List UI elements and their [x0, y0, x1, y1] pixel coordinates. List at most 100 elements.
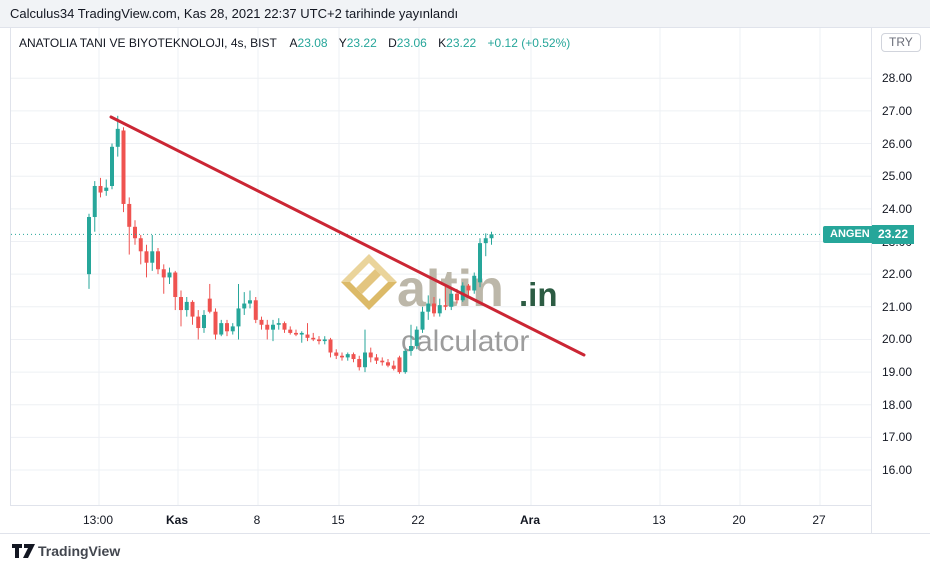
candle-body	[363, 352, 367, 368]
candle-body	[340, 355, 344, 358]
candle-body	[380, 360, 385, 363]
footer-bar: TradingView	[0, 533, 930, 568]
watermark-domain: .in	[519, 276, 558, 313]
time-axis[interactable]: 13:00 Kas 8 15 22 Ara 13 20 27	[10, 505, 871, 533]
time-tick-label: 15	[331, 513, 345, 527]
candle-body	[225, 323, 229, 332]
high-label: Y	[338, 36, 347, 50]
candle-body	[449, 293, 454, 307]
price-tick-label: 16.00	[882, 463, 913, 478]
candle-body	[242, 303, 247, 309]
candle-body	[230, 326, 235, 332]
candle-body	[133, 226, 137, 239]
candle-body	[409, 345, 413, 351]
candle-body	[299, 332, 304, 335]
time-tick-label: 22	[411, 513, 425, 527]
footer-brand[interactable]: TradingView	[38, 543, 121, 559]
candle-body	[391, 365, 396, 369]
open-value: 23.08	[297, 36, 328, 50]
candle-body	[334, 352, 339, 356]
price-tick-label: 27.00	[882, 103, 913, 118]
high-value: 23.22	[346, 36, 377, 50]
candle-body	[345, 354, 350, 358]
candle-body	[305, 334, 310, 338]
candle-body	[466, 285, 471, 291]
price-tick-label: 28.00	[882, 71, 913, 86]
candle-body	[443, 305, 448, 307]
candle-body	[127, 203, 132, 227]
time-tick-label: 8	[253, 513, 261, 527]
grid-lines	[11, 28, 872, 505]
close-label: K	[438, 36, 447, 50]
candle-body	[282, 323, 287, 330]
currency-toggle-button[interactable]: TRY	[881, 33, 921, 52]
candle-body	[322, 339, 327, 342]
candle-body	[472, 275, 477, 291]
close-value: 23.22	[446, 36, 477, 50]
price-tick-label: 22.00	[882, 267, 913, 282]
time-tick-label: Ara	[519, 513, 541, 527]
candle-body	[386, 362, 390, 366]
candle-body	[414, 329, 419, 346]
chart-pane[interactable]: altin .in calculator ANATOLIA TANI VE BI…	[10, 28, 877, 505]
price-tick-label: 26.00	[882, 136, 913, 151]
candle-body	[173, 272, 178, 298]
candle-body	[328, 339, 333, 353]
candle-body	[437, 305, 442, 314]
tradingview-logo-icon[interactable]	[12, 544, 36, 559]
candle-body	[213, 311, 218, 335]
time-tick-label: 13	[652, 513, 666, 527]
symbol-legend: ANATOLIA TANI VE BIYOTEKNOLOJI, 4s, BIST…	[19, 36, 570, 50]
low-label: D	[388, 36, 397, 50]
time-tick-label: 20	[732, 513, 746, 527]
time-tick-label: Kas	[165, 513, 189, 527]
candle-body	[92, 185, 97, 218]
last-price-label: 23.22	[872, 225, 914, 244]
price-tick-label: 21.00	[882, 299, 913, 314]
candle-body	[121, 130, 126, 204]
candle-body	[161, 269, 166, 278]
symbol-title: ANATOLIA TANI VE BIYOTEKNOLOJI, 4s, BIST	[19, 36, 277, 50]
candle-body	[265, 324, 270, 330]
candle-body	[98, 185, 103, 193]
candle-body	[207, 298, 212, 312]
candle-body	[253, 300, 258, 320]
open-label: A	[289, 36, 298, 50]
candle-body	[432, 303, 436, 314]
price-axis[interactable]: TRY 28.0027.0026.0025.0024.0023.0022.002…	[871, 28, 930, 533]
trend-line[interactable]	[109, 115, 586, 357]
change-value: +0.12 (+0.52%)	[487, 36, 571, 50]
candle-body	[483, 238, 488, 244]
candle-body	[397, 357, 402, 373]
candle-body	[368, 352, 373, 358]
candle-body	[489, 234, 494, 239]
candles-series	[87, 115, 494, 374]
candle-body	[167, 272, 172, 278]
candle-body	[144, 251, 149, 263]
price-tick-label: 18.00	[882, 397, 913, 412]
price-tick-label: 17.00	[882, 430, 913, 445]
candle-body	[156, 251, 160, 270]
price-tick-label: 19.00	[882, 365, 913, 380]
watermark-subtitle: calculator	[401, 325, 529, 358]
candle-body	[248, 300, 252, 304]
candle-body	[259, 319, 264, 325]
candle-body	[478, 243, 482, 283]
price-tick-label: 24.00	[882, 201, 913, 216]
candle-body	[311, 337, 316, 340]
candle-body	[138, 238, 143, 252]
candle-body	[455, 293, 459, 301]
candle-body	[317, 339, 321, 342]
candle-body	[179, 297, 183, 311]
price-tick-label: 25.00	[882, 169, 913, 184]
candle-body	[219, 323, 224, 335]
candle-body	[110, 146, 114, 186]
candle-body	[190, 301, 195, 317]
altin-logo-icon	[341, 254, 397, 310]
published-bar: Calculus34 TradingView.com, Kas 28, 2021…	[0, 0, 930, 28]
candle-body	[357, 359, 362, 368]
candle-body	[276, 323, 281, 325]
candle-body	[426, 303, 431, 312]
candlestick-chart[interactable]: altin .in calculator	[11, 28, 872, 505]
